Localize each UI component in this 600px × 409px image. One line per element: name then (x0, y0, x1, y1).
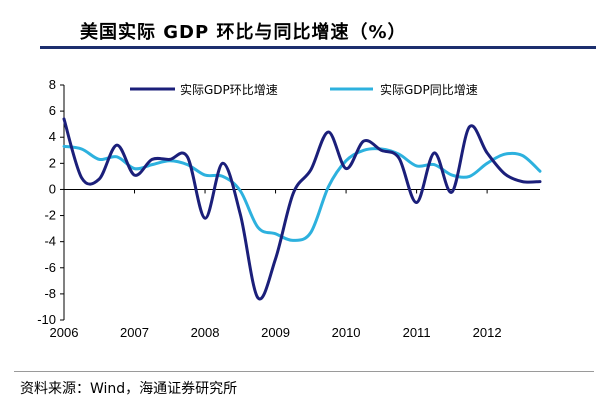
y-tick-label: -8 (44, 286, 56, 301)
title-underline (40, 46, 596, 49)
y-tick-label: 6 (49, 103, 56, 118)
legend-item-qoq: 实际GDP环比增速 (130, 82, 278, 97)
series-line-qoq (62, 117, 542, 301)
y-tick-label: -10 (37, 312, 56, 327)
x-tick-label: 2007 (120, 325, 149, 340)
series-line-yoy (62, 144, 542, 242)
y-tick-label: -4 (44, 234, 56, 249)
y-tick-label: 2 (49, 155, 56, 170)
y-tick-label: 0 (49, 181, 56, 196)
legend: 实际GDP环比增速 实际GDP同比增速 (130, 82, 478, 97)
x-tick-label: 2011 (403, 325, 431, 340)
x-tick-label: 2010 (332, 325, 361, 340)
source-note: 资料来源：Wind，海通证券研究所 (20, 381, 238, 397)
x-tick-label: 2006 (50, 325, 79, 340)
y-tick-label: 4 (49, 129, 56, 144)
axes: -10 -8 -6 -4 -2 0 2 4 6 8 2006 2007 2008 2009 2010 2011… (37, 77, 540, 340)
y-tick-label: -2 (44, 208, 56, 223)
legend-label: 实际GDP同比增速 (380, 82, 478, 97)
y-tick-label: 8 (49, 77, 56, 92)
series-layer (62, 117, 542, 301)
legend-label: 实际GDP环比增速 (180, 82, 278, 97)
y-tick-label: -6 (44, 260, 56, 275)
chart-title: 美国实际 GDP 环比与同比增速（%） (80, 22, 407, 43)
line-chart: -10 -8 -6 -4 -2 0 2 4 6 8 2006 2007 2008 2009 2010 2011… (37, 77, 542, 340)
x-tick-label: 2012 (473, 325, 502, 340)
x-tick-label: 2009 (261, 325, 290, 340)
source-divider (14, 371, 594, 372)
legend-item-yoy: 实际GDP同比增速 (330, 82, 478, 97)
x-tick-label: 2008 (191, 325, 220, 340)
